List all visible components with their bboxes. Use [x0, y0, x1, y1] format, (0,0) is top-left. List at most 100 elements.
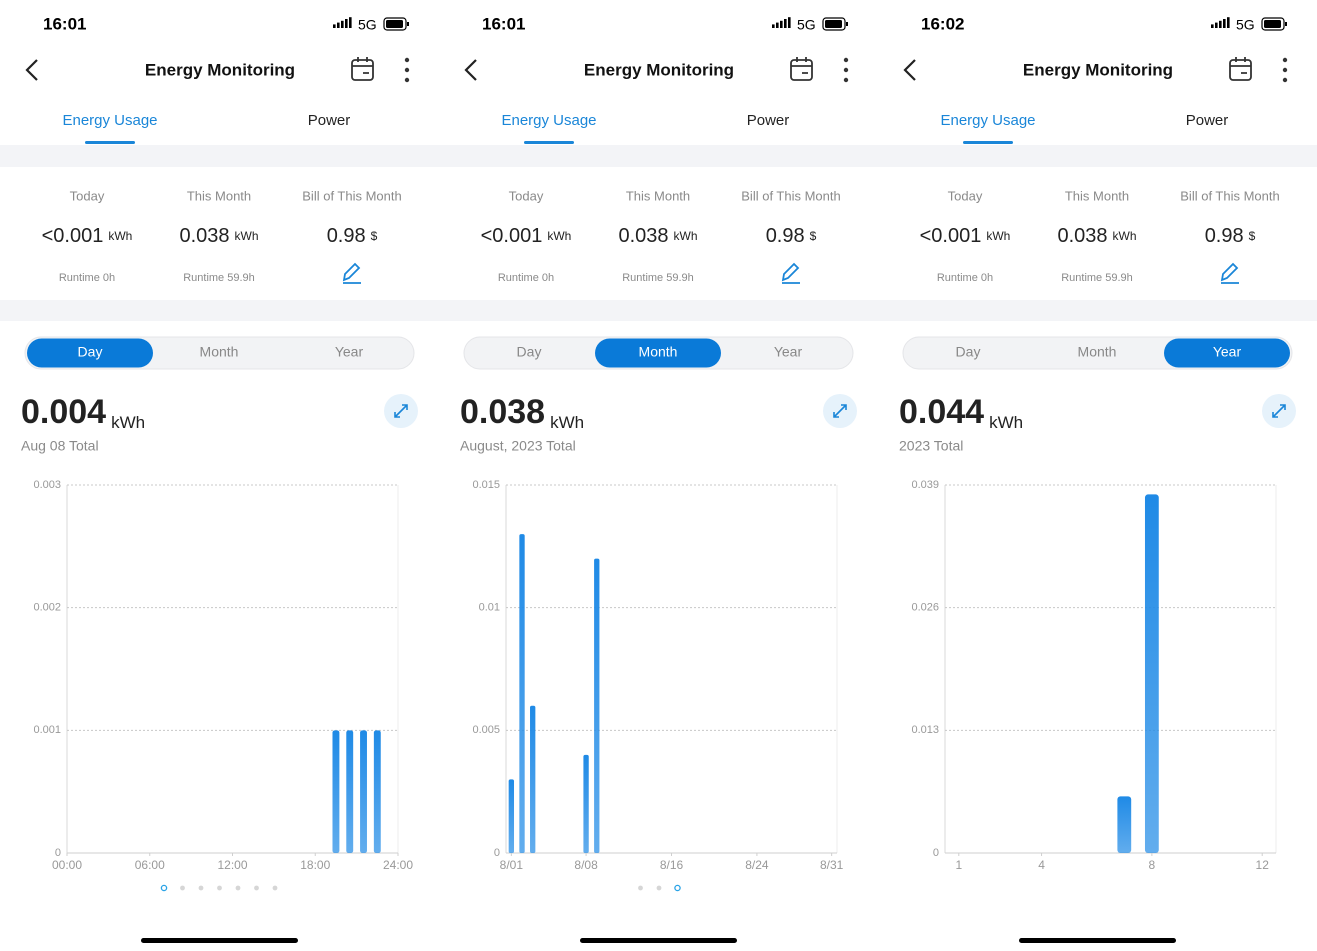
- period-option[interactable]: Day: [956, 344, 981, 360]
- calendar-button[interactable]: [1229, 59, 1252, 81]
- y-tick-label: 0.013: [911, 724, 939, 736]
- period-option[interactable]: Month: [639, 344, 678, 360]
- page-dot[interactable]: [198, 885, 204, 891]
- period-option[interactable]: Year: [774, 344, 803, 360]
- x-tick-label: 8/16: [660, 858, 684, 872]
- y-tick-label: 0: [494, 847, 500, 859]
- more-button[interactable]: [404, 77, 410, 83]
- stat-note: Runtime 59.9h: [622, 272, 694, 284]
- page-dot[interactable]: [674, 884, 681, 892]
- stat-label: Today: [70, 188, 105, 203]
- bar: [373, 730, 381, 853]
- more-button[interactable]: [843, 77, 849, 83]
- phone-screen: 16:02 5G Energy Monitoring Energy Usage Powe…: [878, 14, 1317, 943]
- total-label: 2023 Total: [899, 438, 963, 454]
- signal-bar: [776, 22, 779, 28]
- separator: [0, 300, 439, 321]
- page-dot[interactable]: [254, 885, 259, 891]
- period-option[interactable]: Month: [200, 344, 239, 360]
- page-dot[interactable]: [217, 885, 222, 891]
- stat-note: Runtime 59.9h: [1061, 272, 1133, 284]
- stat-number: 0.98: [766, 225, 805, 247]
- stat-value: 0.98 $: [1205, 225, 1256, 247]
- calendar-detail: [352, 57, 373, 74]
- page-dot[interactable]: [272, 885, 278, 891]
- period-option[interactable]: Day: [78, 344, 103, 360]
- signal-bar: [337, 22, 340, 28]
- stat-value: <0.001 kWh: [481, 225, 572, 247]
- edit-button[interactable]: [781, 262, 800, 284]
- period-option[interactable]: Month: [1078, 344, 1117, 360]
- period-selected: [27, 338, 153, 368]
- stat-number: 0.038: [618, 225, 668, 247]
- stat-number: <0.001: [481, 225, 543, 247]
- page-dot[interactable]: [656, 885, 662, 891]
- total-label: August, 2023 Total: [460, 438, 576, 454]
- page-dot[interactable]: [638, 885, 643, 891]
- page-dot[interactable]: [160, 884, 168, 892]
- back-button[interactable]: [25, 59, 38, 81]
- signal-bar: [780, 20, 783, 28]
- more-button[interactable]: [404, 67, 410, 73]
- total-unit: kWh: [989, 413, 1023, 432]
- tab[interactable]: Power: [308, 112, 351, 129]
- period-option[interactable]: Year: [1213, 344, 1242, 360]
- y-tick-label: 0.003: [33, 479, 61, 491]
- tab[interactable]: Power: [747, 112, 790, 129]
- total-value: 0.038: [460, 393, 545, 431]
- more-button[interactable]: [843, 67, 849, 73]
- more-button[interactable]: [1282, 67, 1288, 73]
- more-button[interactable]: [404, 57, 410, 63]
- y-tick-label: 0: [55, 847, 61, 859]
- stat-unit: kWh: [547, 229, 571, 243]
- stat-number: <0.001: [920, 225, 982, 247]
- calendar-button[interactable]: [790, 59, 813, 81]
- edit-button[interactable]: [342, 262, 361, 284]
- bar: [583, 754, 589, 853]
- bar: [1117, 796, 1132, 853]
- header-title: Energy Monitoring: [145, 60, 295, 79]
- signal-bar: [345, 19, 348, 28]
- calendar-button[interactable]: [351, 59, 374, 81]
- signal-bar: [788, 17, 791, 28]
- page-dot[interactable]: [235, 885, 241, 891]
- x-tick-label: 18:00: [300, 858, 330, 872]
- more-button[interactable]: [843, 57, 849, 63]
- x-tick-label: 1: [955, 858, 962, 872]
- stat-unit: $: [371, 229, 378, 243]
- stat-note: Runtime 0h: [59, 272, 115, 284]
- home-indicator: [141, 938, 298, 943]
- back-button[interactable]: [903, 59, 916, 81]
- signal-bar: [1211, 24, 1214, 28]
- expand-icon: [394, 404, 408, 418]
- edit-button[interactable]: [1220, 262, 1239, 284]
- period-option[interactable]: Day: [517, 344, 542, 360]
- stat-value: 0.038 kWh: [1057, 225, 1136, 247]
- x-tick-label: 12:00: [217, 858, 247, 872]
- stat-value: 0.98 $: [766, 225, 817, 247]
- tab[interactable]: Energy Usage: [501, 112, 596, 129]
- x-tick-label: 4: [1038, 858, 1045, 872]
- total-value: 0.004: [21, 393, 106, 431]
- bar: [346, 730, 354, 853]
- stat-number: 0.038: [1057, 225, 1107, 247]
- period-selected: [595, 338, 721, 368]
- tab[interactable]: Power: [1186, 112, 1229, 129]
- x-tick-label: 8/08: [574, 858, 598, 872]
- back-button[interactable]: [464, 59, 477, 81]
- stat-unit: kWh: [108, 229, 132, 243]
- tab[interactable]: Energy Usage: [62, 112, 157, 129]
- period-option[interactable]: Year: [335, 344, 364, 360]
- home-indicator: [1019, 938, 1176, 943]
- home-indicator: [580, 938, 737, 943]
- stat-number: 0.038: [179, 225, 229, 247]
- tab[interactable]: Energy Usage: [940, 112, 1035, 129]
- battery-level: [386, 20, 403, 28]
- more-button[interactable]: [1282, 77, 1288, 83]
- bar: [332, 730, 340, 853]
- more-button[interactable]: [1282, 57, 1288, 63]
- x-tick-label: 8/24: [745, 858, 769, 872]
- page-dot[interactable]: [180, 885, 185, 891]
- stat-label: This Month: [187, 188, 251, 203]
